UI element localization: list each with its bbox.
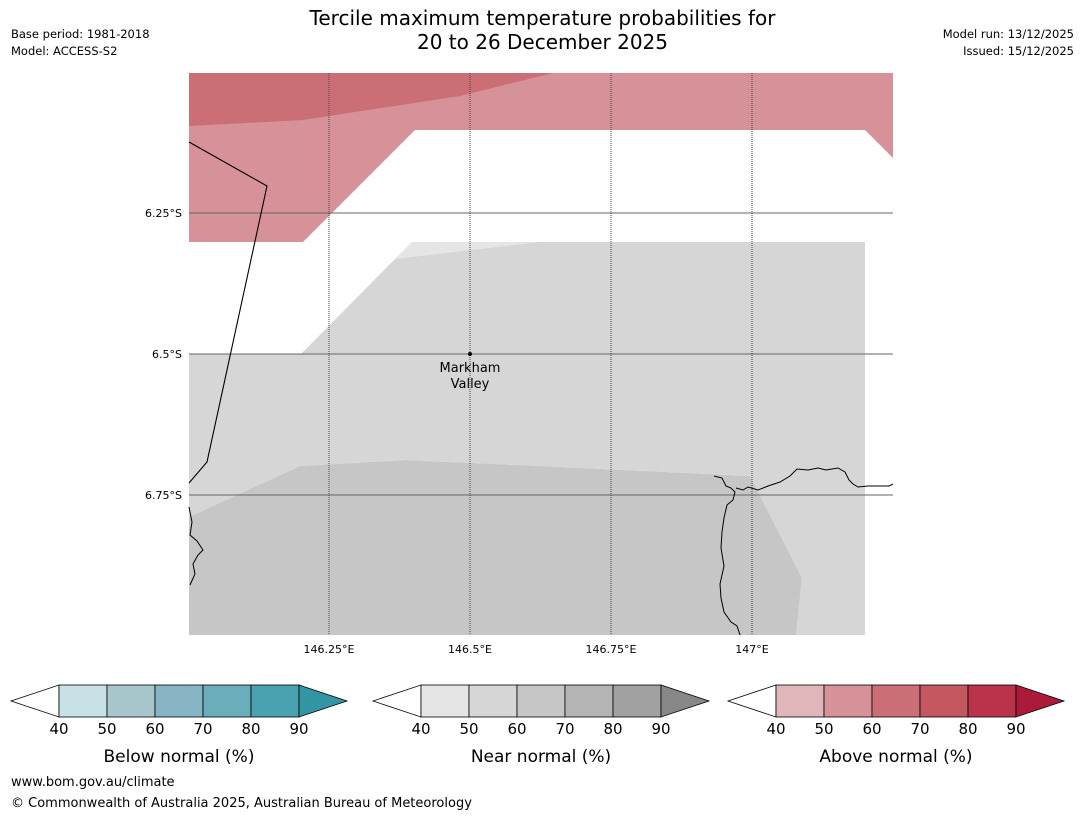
legend-tick: 90 (289, 720, 308, 738)
meta-left: Base period: 1981-2018 Model: ACCESS-S2 (11, 26, 150, 60)
lat-label: 6.25°S (145, 207, 182, 220)
model-run-text: Model run: 13/12/2025 (942, 27, 1074, 41)
region-near-50-60 (189, 242, 865, 635)
map: Markham Valley 6.25°S 6.5°S 6.75°S 146.2… (145, 73, 894, 656)
region-above-60-70 (189, 73, 553, 126)
title-line-2: 20 to 26 December 2025 (416, 30, 668, 54)
legend-swatch (871, 684, 921, 718)
province-boundary (188, 141, 268, 484)
legend-tick: 80 (603, 720, 622, 738)
legend-below-normal: 40 50 60 70 80 90 Below normal (%) (9, 684, 349, 767)
lat-label: 6.5°S (152, 348, 182, 361)
legends: 40 50 60 70 80 90 Below normal (%) 40 50… (9, 684, 1066, 767)
place-label-line1: Markham (440, 361, 501, 376)
legend-swatch (58, 684, 108, 718)
lon-label: 146.75°E (586, 643, 637, 656)
legend-swatch (106, 684, 156, 718)
legend-tick: 50 (97, 720, 116, 738)
footer-copyright: © Commonwealth of Australia 2025, Austra… (11, 796, 472, 811)
lon-label: 146.25°E (304, 643, 355, 656)
legend-swatch (202, 684, 252, 718)
legend-tick: 70 (555, 720, 574, 738)
legend-tick: 80 (241, 720, 260, 738)
legend-label: Near normal (%) (471, 747, 611, 767)
legend-low-end-arrow (9, 684, 60, 718)
legend-tick: 80 (958, 720, 977, 738)
base-period-text: Base period: 1981-2018 (11, 27, 150, 41)
legend-high-end-arrow (1015, 684, 1066, 718)
legend-tick: 50 (459, 720, 478, 738)
markham-valley-marker (468, 352, 472, 356)
legend-label: Below normal (%) (104, 747, 255, 767)
legend-label: Above normal (%) (819, 747, 972, 767)
legend-tick: 40 (411, 720, 430, 738)
legend-swatch (154, 684, 204, 718)
legend-tick: 90 (1006, 720, 1025, 738)
legend-near-normal: 40 50 60 70 80 90 Near normal (%) (371, 684, 711, 767)
region-near-60-70 (189, 460, 802, 635)
legend-low-end-arrow (371, 684, 422, 718)
lon-label: 146.5°E (448, 643, 492, 656)
legend-tick: 40 (49, 720, 68, 738)
model-text: Model: ACCESS-S2 (11, 44, 118, 58)
legend-high-end-arrow (660, 684, 711, 718)
page-title: Tercile maximum temperature probabilitie… (0, 6, 1085, 54)
lon-label: 147°E (735, 643, 768, 656)
footer-url[interactable]: www.bom.gov.au/climate (11, 775, 175, 790)
legend-tick: 70 (910, 720, 929, 738)
legend-swatch (967, 684, 1017, 718)
legend-swatch (612, 684, 662, 718)
issued-text: Issued: 15/12/2025 (963, 44, 1074, 58)
legend-swatch (823, 684, 873, 718)
legend-swatch (516, 684, 566, 718)
legend-swatch (775, 684, 825, 718)
legend-tick: 70 (193, 720, 212, 738)
lat-label: 6.75°S (145, 489, 182, 502)
meta-right: Model run: 13/12/2025 Issued: 15/12/2025 (943, 26, 1074, 60)
legend-swatch (564, 684, 614, 718)
legend-swatch (420, 684, 470, 718)
legend-tick: 90 (651, 720, 670, 738)
legend-tick: 40 (766, 720, 785, 738)
legend-tick: 50 (814, 720, 833, 738)
coastline-west (188, 506, 204, 586)
title-line-1: Tercile maximum temperature probabilitie… (309, 6, 776, 30)
legend-tick: 60 (145, 720, 164, 738)
legend-tick: 60 (507, 720, 526, 738)
legend-swatch (250, 684, 300, 718)
legend-above-normal: 40 50 60 70 80 90 Above normal (%) (726, 684, 1066, 767)
legend-swatch (468, 684, 518, 718)
coastline-east (713, 467, 894, 636)
region-near-40-50 (395, 242, 540, 259)
legend-swatch (919, 684, 969, 718)
place-label-line2: Valley (451, 377, 490, 392)
legend-low-end-arrow (726, 684, 777, 718)
legend-tick: 60 (862, 720, 881, 738)
legend-high-end-arrow (298, 684, 349, 718)
region-above-50-60 (189, 73, 893, 242)
